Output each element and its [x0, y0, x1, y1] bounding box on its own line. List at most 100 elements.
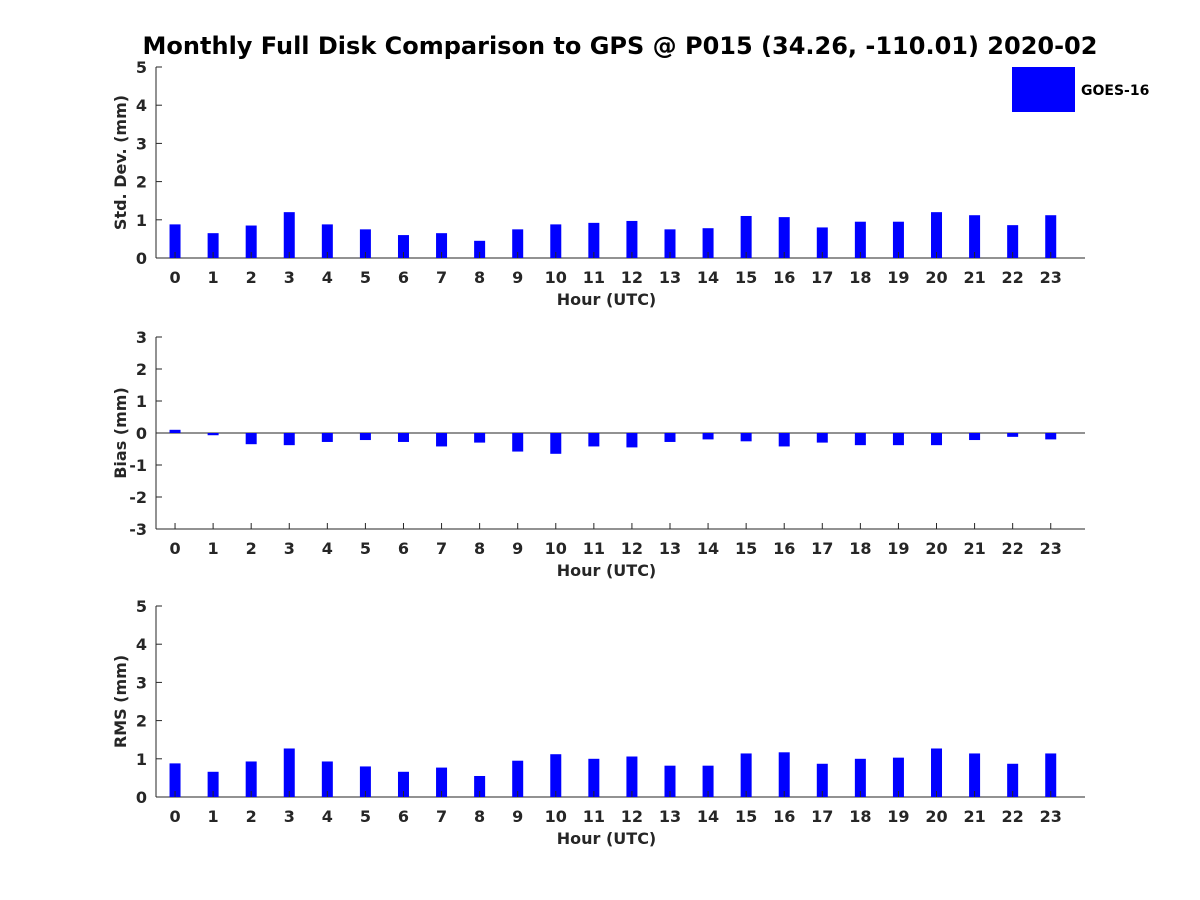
bar-hour-15 [740, 433, 752, 442]
x-tick-label: 1 [208, 539, 219, 558]
bar-hour-9 [512, 433, 524, 452]
x-tick-label: 18 [849, 807, 871, 826]
bar-hour-18 [854, 758, 866, 797]
legend: GOES-16 [1012, 67, 1149, 112]
bar-hour-7 [436, 233, 448, 258]
y-tick-label: 2 [136, 173, 147, 192]
bar-hour-2 [245, 433, 257, 445]
bar-hour-2 [245, 761, 257, 797]
x-tick-label: 3 [284, 807, 295, 826]
x-tick-label: 18 [849, 539, 871, 558]
y-tick-label: 1 [136, 211, 147, 230]
x-tick-label: 4 [322, 539, 333, 558]
x-tick-label: 6 [398, 268, 409, 287]
bar-hour-7 [436, 433, 448, 447]
x-tick-label: 8 [474, 539, 485, 558]
x-tick-label: 20 [925, 539, 947, 558]
bar-hour-20 [931, 748, 943, 797]
y-tick-label: 4 [136, 635, 147, 654]
y-axis-label: Bias (mm) [111, 387, 130, 479]
bar-hour-9 [512, 229, 524, 258]
x-tick-label: 10 [545, 807, 567, 826]
x-tick-label: 21 [963, 268, 985, 287]
bar-hour-21 [969, 433, 981, 441]
bar-hour-7 [436, 767, 448, 797]
x-tick-label: 0 [169, 268, 180, 287]
bar-hour-3 [283, 212, 295, 258]
x-tick-label: 9 [512, 268, 523, 287]
x-tick-label: 13 [659, 268, 681, 287]
x-axis-label: Hour (UTC) [557, 290, 657, 309]
x-tick-label: 22 [1002, 268, 1024, 287]
y-tick-label: 0 [136, 249, 147, 268]
bar-hour-13 [664, 433, 676, 442]
y-tick-label: 3 [136, 328, 147, 347]
x-tick-label: 23 [1040, 539, 1062, 558]
y-tick-label: -3 [129, 520, 147, 539]
x-tick-label: 13 [659, 539, 681, 558]
bar-hour-11 [588, 222, 600, 258]
bar-hour-23 [1045, 753, 1057, 797]
x-tick-label: 20 [925, 268, 947, 287]
bar-hour-13 [664, 229, 676, 258]
y-tick-label: 5 [136, 597, 147, 616]
x-tick-label: 16 [773, 807, 795, 826]
x-tick-label: 16 [773, 539, 795, 558]
y-tick-label: 3 [136, 673, 147, 692]
x-tick-label: 19 [887, 807, 909, 826]
x-tick-label: 5 [360, 807, 371, 826]
bar-hour-10 [550, 433, 562, 454]
x-tick-label: 21 [963, 539, 985, 558]
x-tick-label: 14 [697, 268, 719, 287]
bar-hour-10 [550, 224, 562, 258]
x-tick-label: 9 [512, 539, 523, 558]
bar-hour-22 [1007, 433, 1019, 437]
bar-hour-4 [321, 224, 333, 258]
bar-hour-19 [892, 221, 904, 258]
bar-hour-3 [283, 748, 295, 797]
y-axis-label: Std. Dev. (mm) [111, 95, 130, 230]
y-tick-label: 4 [136, 96, 147, 115]
bar-hour-14 [702, 765, 714, 797]
x-tick-label: 17 [811, 268, 833, 287]
bar-hour-3 [283, 433, 295, 446]
bar-hour-0 [169, 763, 181, 797]
x-tick-label: 14 [697, 807, 719, 826]
x-tick-label: 11 [583, 539, 605, 558]
bar-hour-22 [1007, 225, 1019, 258]
y-tick-label: 1 [136, 392, 147, 411]
x-tick-label: 19 [887, 539, 909, 558]
bar-hour-0 [169, 429, 181, 433]
x-tick-label: 2 [246, 807, 257, 826]
x-tick-label: 22 [1002, 807, 1024, 826]
bar-hour-8 [474, 240, 486, 258]
x-tick-label: 18 [849, 268, 871, 287]
x-tick-label: 16 [773, 268, 795, 287]
bar-hour-1 [207, 771, 219, 797]
bar-hour-16 [778, 217, 790, 258]
bar-hour-12 [626, 433, 638, 448]
x-tick-label: 4 [322, 268, 333, 287]
x-tick-label: 10 [545, 539, 567, 558]
y-tick-label: 1 [136, 750, 147, 769]
x-tick-label: 20 [925, 807, 947, 826]
legend-label: GOES-16 [1081, 83, 1149, 99]
bar-hour-19 [892, 433, 904, 446]
x-tick-label: 11 [583, 268, 605, 287]
x-tick-label: 3 [284, 268, 295, 287]
bar-hour-1 [207, 233, 219, 258]
x-tick-label: 9 [512, 807, 523, 826]
bar-hour-19 [892, 757, 904, 797]
bar-hour-17 [816, 433, 828, 443]
chart-title: Monthly Full Disk Comparison to GPS @ P0… [143, 32, 1098, 60]
y-tick-label: -2 [129, 488, 147, 507]
y-tick-label: 2 [136, 360, 147, 379]
bar-hour-10 [550, 754, 562, 797]
x-tick-label: 17 [811, 807, 833, 826]
y-tick-label: 2 [136, 712, 147, 731]
x-tick-label: 12 [621, 539, 643, 558]
